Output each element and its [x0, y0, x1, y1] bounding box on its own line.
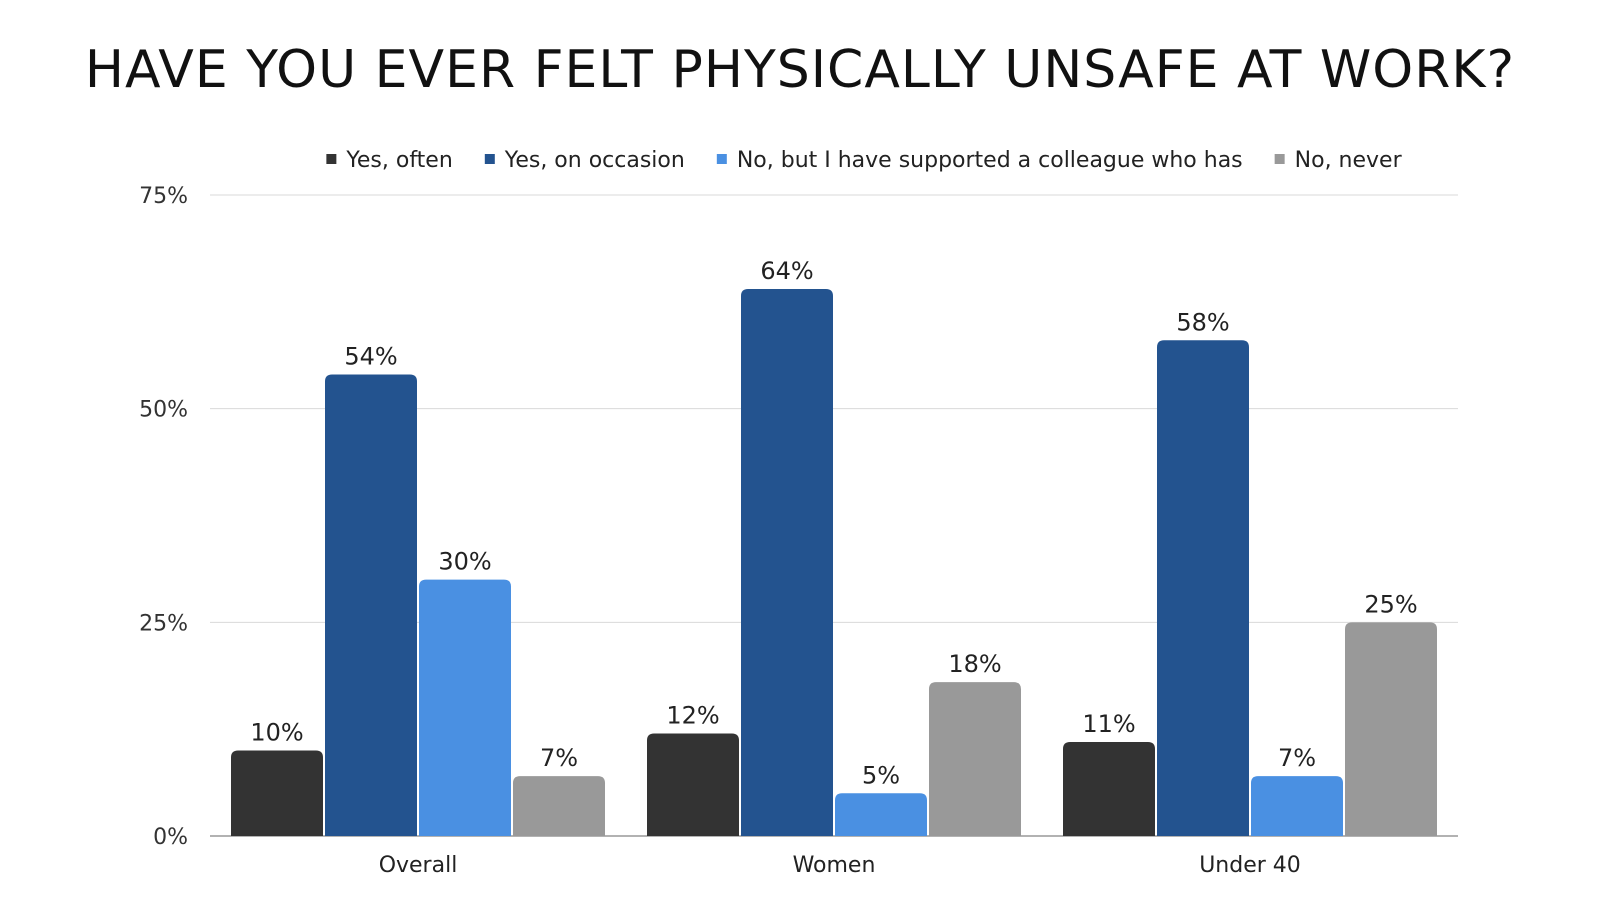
legend: Yes, often Yes, on occasion No, but I have…: [326, 148, 1403, 173]
bar: [741, 289, 833, 837]
data-label: 7%: [540, 744, 578, 772]
data-label: 12%: [666, 701, 719, 729]
y-tick-label: 50%: [139, 398, 188, 423]
legend-label: No, never: [1295, 148, 1403, 173]
data-label: 58%: [1176, 308, 1229, 336]
data-label: 7%: [1278, 744, 1316, 772]
y-axis: 0% 25% 50% 75%: [139, 184, 188, 850]
legend-item: Yes, on occasion: [484, 148, 685, 173]
legend-label: Yes, on occasion: [504, 148, 685, 173]
legend-swatch: [1274, 154, 1285, 164]
legend-label: Yes, often: [345, 148, 452, 173]
bar: [513, 776, 605, 836]
legend-item: No, but I have supported a colleague who…: [716, 148, 1243, 173]
legend-swatch: [326, 154, 337, 164]
chart-title: HAVE YOU EVER FELT PHYSICALLY UNSAFE AT …: [84, 40, 1516, 100]
legend-swatch: [484, 154, 495, 164]
data-label: 10%: [250, 719, 303, 747]
data-labels: 10% 54% 30% 7% 12% 64% 5% 18% 11% 58% 7% 25%: [250, 257, 1417, 789]
bar: [647, 733, 739, 836]
gridlines: [210, 194, 1458, 837]
bar: [1063, 741, 1155, 836]
data-label: 11%: [1082, 710, 1135, 738]
legend-swatch: [716, 154, 727, 164]
y-tick-label: 0%: [153, 825, 188, 850]
x-tick-label: Overall: [379, 853, 458, 878]
data-label: 54%: [344, 342, 397, 370]
bar: [1157, 340, 1249, 836]
x-axis: Overall Women Under 40: [379, 853, 1301, 878]
y-tick-label: 25%: [139, 611, 188, 636]
data-label: 5%: [862, 761, 900, 789]
data-label: 18%: [948, 650, 1001, 678]
legend-label: No, but I have supported a colleague who…: [737, 148, 1243, 173]
data-label: 30%: [438, 548, 491, 576]
y-tick-label: 75%: [139, 184, 188, 209]
bar: [419, 579, 511, 836]
bars: [231, 289, 1437, 837]
bar: [835, 793, 927, 836]
legend-item: Yes, often: [326, 148, 453, 173]
data-label: 64%: [760, 257, 813, 285]
x-tick-label: Under 40: [1199, 853, 1301, 878]
bar: [325, 374, 417, 836]
legend-item: No, never: [1274, 148, 1403, 173]
bar: [1251, 776, 1343, 836]
x-tick-label: Women: [793, 853, 876, 878]
data-label: 25%: [1364, 590, 1417, 618]
bar: [1345, 622, 1437, 836]
bar: [929, 682, 1021, 836]
bar: [231, 750, 323, 836]
